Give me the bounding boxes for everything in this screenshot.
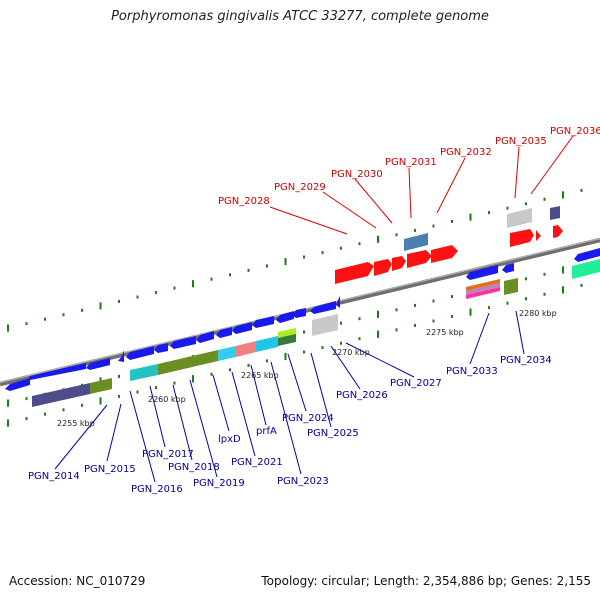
gene-label-pgn2035[interactable]: PGN_2035 — [495, 136, 547, 147]
gene-arrow-pgn2021[interactable] — [216, 327, 232, 338]
gene-label-pgn2025[interactable]: PGN_2025 — [307, 428, 359, 439]
gene-arrow-pgn2015[interactable] — [86, 358, 110, 370]
gene-label-pgn2023[interactable]: PGN_2023 — [277, 476, 329, 487]
gene-label-pgn2021[interactable]: PGN_2021 — [231, 457, 283, 468]
gene-arrow-pgn2016[interactable] — [118, 350, 124, 362]
map-title: Porphyromonas gingivalis ATCC 33277, com… — [111, 9, 489, 24]
gene-arrow-pgn2024[interactable] — [276, 311, 294, 323]
gene-arrow-pgn2014b[interactable] — [5, 378, 30, 391]
gene-arrow-pgn2034[interactable] — [502, 263, 514, 273]
gene-arrow-pgn2031[interactable] — [407, 250, 432, 268]
gene-arrow-right-edge[interactable] — [574, 248, 600, 262]
gene-label-pgn2033[interactable]: PGN_2033 — [446, 366, 498, 377]
gene-label-pgn2016[interactable]: PGN_2016 — [131, 484, 183, 495]
gene-arrow-pgn2018[interactable] — [154, 343, 168, 353]
accession-text: Accession: NC_010729 — [9, 574, 146, 588]
gene-label-pgn2028[interactable]: PGN_2028 — [218, 196, 270, 207]
forward-strand-genes — [335, 206, 563, 284]
topology-text: Topology: circular; Length: 2,354,886 bp… — [261, 574, 591, 588]
gene-label-pgn2017[interactable]: PGN_2017 — [142, 449, 194, 460]
reverse-gene-labels: PGN_2014 PGN_2015 PGN_2016 PGN_2017 PGN_… — [28, 355, 552, 495]
gene-arrow-pgn2029[interactable] — [374, 259, 392, 276]
gene-arrow-pgn2017[interactable] — [126, 346, 154, 360]
gene-label-pgn2014[interactable]: PGN_2014 — [28, 471, 80, 482]
gene-arrow-pgn2025[interactable] — [292, 308, 306, 318]
gene-arrow-pgn2032[interactable] — [431, 245, 458, 263]
gene-label-pgn2034[interactable]: PGN_2034 — [500, 355, 552, 366]
gene-label-pgn2015[interactable]: PGN_2015 — [84, 464, 136, 475]
label-leader-lines — [54, 135, 574, 483]
gene-label-pgn2029[interactable]: PGN_2029 — [274, 182, 326, 193]
gene-arrow-lpxd[interactable] — [196, 331, 214, 343]
gene-label-pgn2032[interactable]: PGN_2032 — [440, 147, 492, 158]
gene-label-pgn2019[interactable]: PGN_2019 — [193, 478, 245, 489]
gene-label-pgn2031[interactable]: PGN_2031 — [385, 157, 437, 168]
forward-gene-labels: PGN_2028 PGN_2029 PGN_2030 PGN_2031 PGN_… — [218, 126, 600, 207]
gene-arrow-pgn2023[interactable] — [252, 316, 274, 328]
gene-arrow-pgn2027[interactable] — [336, 296, 340, 308]
gene-arrow-pgn2026[interactable] — [310, 301, 336, 314]
gene-label-pgn2027[interactable]: PGN_2027 — [390, 378, 442, 389]
gene-label-prfa[interactable]: prfA — [256, 426, 277, 437]
scale-label-2280: 2280 kbp — [519, 309, 557, 318]
gene-arrow-prfa[interactable] — [232, 322, 252, 334]
gene-label-pgn2036[interactable]: PGN_2036 — [550, 126, 600, 137]
scale-label-2265: 2265 kbp — [241, 371, 279, 380]
gene-arrow-pgn2033[interactable] — [466, 265, 498, 280]
gene-label-pgn2030[interactable]: PGN_2030 — [331, 169, 383, 180]
scale-label-2270: 2270 kbp — [332, 348, 370, 357]
gene-arrow-pgn2035b[interactable] — [536, 230, 541, 241]
scale-label-2255: 2255 kbp — [57, 419, 95, 428]
gene-arrow-pgn2036[interactable] — [553, 225, 563, 238]
domain-bars — [32, 259, 600, 407]
gene-arrow-pgn2035[interactable] — [510, 229, 534, 247]
gene-arrow-pgn2014[interactable] — [26, 363, 86, 384]
gene-label-pgn2026[interactable]: PGN_2026 — [336, 390, 388, 401]
gene-label-pgn2024[interactable]: PGN_2024 — [282, 413, 334, 424]
reverse-strand-genes — [5, 248, 600, 391]
scale-labels: 2255 kbp 2260 kbp 2265 kbp 2270 kbp 2275… — [57, 309, 557, 428]
gene-arrow-pgn2019[interactable] — [170, 336, 196, 349]
scale-label-2275: 2275 kbp — [426, 328, 464, 337]
gene-arrow-pgn2030[interactable] — [392, 256, 406, 271]
gene-label-pgn2018[interactable]: PGN_2018 — [168, 462, 220, 473]
gene-arrow-pgn2028[interactable] — [335, 262, 374, 284]
gene-label-lpxd[interactable]: lpxD — [218, 434, 241, 445]
scale-label-2260: 2260 kbp — [148, 395, 186, 404]
